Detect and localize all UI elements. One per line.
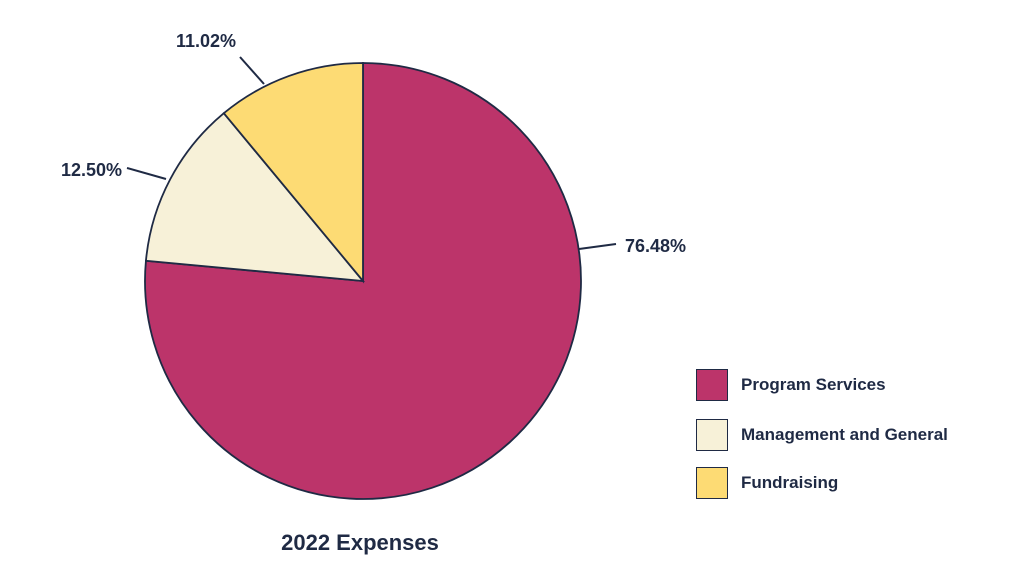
legend-item-program-services: Program Services <box>696 368 886 402</box>
legend-label: Management and General <box>741 425 948 444</box>
legend-swatch <box>696 369 728 401</box>
legend-swatch <box>696 419 728 451</box>
pie-slice-fundraising <box>222 62 364 284</box>
legend-swatch <box>696 467 728 499</box>
legend-item-fundraising: Fundraising <box>696 466 838 500</box>
chart-title: 2022 Expenses <box>281 530 439 555</box>
legend-label: Program Services <box>741 375 886 394</box>
pie-slice-management-general <box>144 111 366 283</box>
leader-line-management-general <box>126 167 167 180</box>
legend-item-management-general: Management and General <box>696 418 948 452</box>
data-label-management-general: 12.50% <box>61 160 122 180</box>
data-label-fundraising: 11.02% <box>176 31 236 51</box>
leader-line-fundraising <box>239 56 265 85</box>
data-label-program-services: 76.48% <box>625 236 686 256</box>
leader-line-program-services <box>578 243 617 250</box>
legend-label: Fundraising <box>741 473 839 492</box>
